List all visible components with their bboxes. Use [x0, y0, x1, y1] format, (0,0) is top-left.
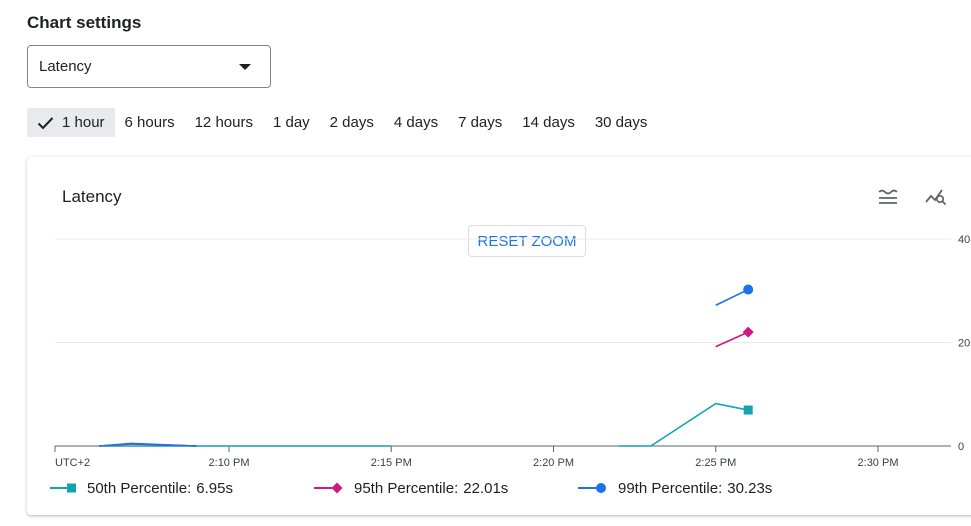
range-button-7-days[interactable]: 7 days: [448, 108, 512, 137]
range-button-1-hour[interactable]: 1 hour: [27, 108, 115, 137]
range-button-4-days[interactable]: 4 days: [384, 108, 448, 137]
chart-legend: 50th Percentile: 6.95s 95th Percentile: …: [50, 477, 772, 499]
metric-select[interactable]: Latency: [27, 45, 271, 88]
range-label: 4 days: [394, 114, 438, 131]
range-label: 7 days: [458, 114, 502, 131]
circle-marker-icon: [578, 482, 608, 494]
legend-colon: :: [187, 480, 191, 497]
chart-settings-title: Chart settings: [27, 13, 141, 33]
legend-colon: :: [454, 480, 458, 497]
legend-series-value: 22.01s: [463, 480, 508, 497]
legend-colon: :: [718, 480, 722, 497]
diamond-marker-icon: [314, 482, 344, 494]
latency-chart-card: Latency RESET ZOOM: [27, 157, 971, 515]
caret-down-icon: [239, 64, 251, 70]
time-range-selector: 1 hour 6 hours 12 hours 1 day 2 days 4 d…: [27, 108, 657, 137]
square-marker-icon: [50, 482, 77, 494]
range-button-12-hours[interactable]: 12 hours: [185, 108, 263, 137]
range-label: 2 days: [330, 114, 374, 131]
explore-chart-icon[interactable]: [924, 185, 948, 207]
range-button-1-day[interactable]: 1 day: [263, 108, 320, 137]
reset-zoom-button[interactable]: RESET ZOOM: [468, 225, 586, 257]
legend-series-name: 95th Percentile: [354, 480, 454, 497]
range-label: 1 hour: [62, 114, 105, 131]
legend-series-name: 99th Percentile: [618, 480, 718, 497]
legend-toggle-icon[interactable]: [876, 187, 900, 207]
range-label: 6 hours: [125, 114, 175, 131]
legend-item-50th-percentile[interactable]: 50th Percentile: 6.95s: [50, 480, 314, 497]
range-label: 1 day: [273, 114, 310, 131]
check-icon: [37, 116, 54, 130]
legend-series-value: 6.95s: [196, 480, 233, 497]
range-label: 12 hours: [195, 114, 253, 131]
range-button-14-days[interactable]: 14 days: [512, 108, 585, 137]
range-button-6-hours[interactable]: 6 hours: [115, 108, 185, 137]
chart-card-title: Latency: [62, 187, 122, 207]
range-label: 14 days: [522, 114, 575, 131]
legend-series-value: 30.23s: [727, 480, 772, 497]
metric-select-value: Latency: [39, 58, 92, 75]
range-label: 30 days: [595, 114, 648, 131]
range-button-2-days[interactable]: 2 days: [320, 108, 384, 137]
legend-item-99th-percentile[interactable]: 99th Percentile: 30.23s: [578, 480, 772, 497]
legend-series-name: 50th Percentile: [87, 480, 187, 497]
range-button-30-days[interactable]: 30 days: [585, 108, 658, 137]
legend-item-95th-percentile[interactable]: 95th Percentile: 22.01s: [314, 480, 578, 497]
